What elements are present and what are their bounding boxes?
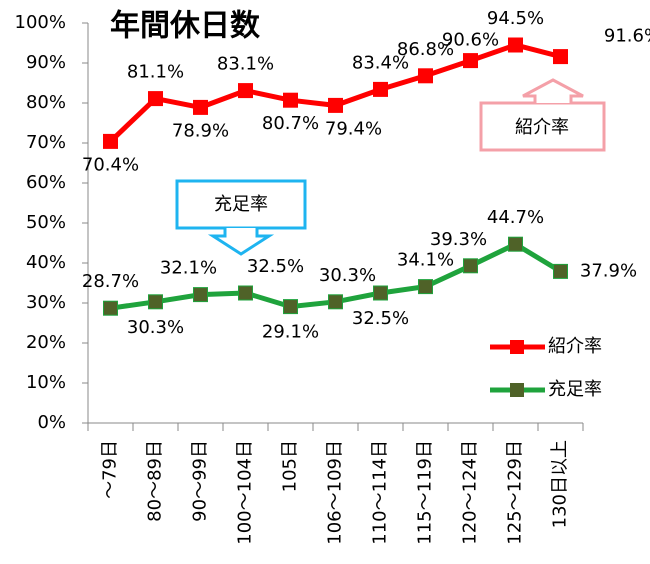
marker [193,99,208,115]
y-tick-label: 10% [26,372,66,393]
data-label: 70.4% [82,154,139,175]
y-tick-label: 50% [26,212,66,233]
data-label: 44.7% [487,207,544,228]
legend-marker [510,383,524,397]
x-tick-label: 80～89日 [145,440,166,522]
y-tick-label: 100% [15,12,66,33]
marker [148,294,163,310]
data-label: 39.3% [430,229,487,250]
data-label: 86.8% [397,39,454,60]
data-label: 32.5% [352,308,409,329]
legend-label: 充足率 [548,379,602,400]
marker [328,97,343,113]
data-label: 80.7% [262,113,319,134]
marker [148,91,163,107]
y-tick-label: 0% [37,412,66,433]
x-tick-label: 100～104日 [235,440,256,545]
data-label: 94.5% [487,8,544,29]
data-label: 78.9% [172,120,229,141]
y-tick-label: 60% [26,172,66,193]
data-label: 90.6% [442,30,499,51]
y-tick-label: 80% [26,92,66,113]
y-tick-label: 70% [26,132,66,153]
legend-marker [510,340,524,354]
x-tick-label: 110～114日 [370,440,391,545]
x-tick-label: 130日以上 [550,440,571,528]
marker [283,92,298,108]
callout-box [175,179,307,230]
data-label: 29.1% [262,322,319,343]
x-tick-label: 115～119日 [415,440,436,545]
marker [193,287,208,303]
callout-arrow [522,78,584,103]
y-tick-label: 30% [26,292,66,313]
marker [553,49,568,65]
marker [103,300,118,316]
marker [508,236,523,252]
annotation: 充足率 [214,194,268,215]
data-label: 34.1% [397,250,454,271]
y-tick-label: 40% [26,252,66,273]
chart-title: 年間休日数 [110,9,261,44]
marker [373,285,388,301]
data-label: 81.1% [127,62,184,83]
marker [238,83,253,99]
x-tick-label: 106～109日 [325,440,346,545]
marker [418,68,433,84]
marker [373,81,388,97]
callout-arrow [207,228,275,256]
data-label: 28.7% [82,271,139,292]
marker [238,285,253,301]
data-label: 91.6% [604,26,650,47]
marker [103,133,118,149]
x-tick-label: 105日 [280,440,301,492]
data-label: 79.4% [325,118,382,139]
marker [463,258,478,274]
data-label: 83.4% [352,52,409,73]
marker [463,53,478,69]
data-label: 37.9% [580,260,637,281]
x-tick-label: 90～99日 [190,440,211,522]
marker [508,37,523,53]
x-tick-label: ～79日 [100,440,121,499]
data-label: 32.1% [160,258,217,279]
y-tick-label: 20% [26,332,66,353]
x-tick-label: 125～129日 [505,440,526,545]
legend-label: 紹介率 [548,336,602,357]
x-tick-label: 120～124日 [460,440,481,545]
marker [553,263,568,279]
annotation: 紹介率 [515,117,569,138]
data-label: 32.5% [247,256,304,277]
marker [328,294,343,310]
data-label: 30.3% [319,265,376,286]
y-tick-label: 90% [26,52,66,73]
data-label: 83.1% [217,54,274,75]
marker [418,279,433,295]
marker [283,299,298,315]
data-label: 30.3% [127,317,184,338]
